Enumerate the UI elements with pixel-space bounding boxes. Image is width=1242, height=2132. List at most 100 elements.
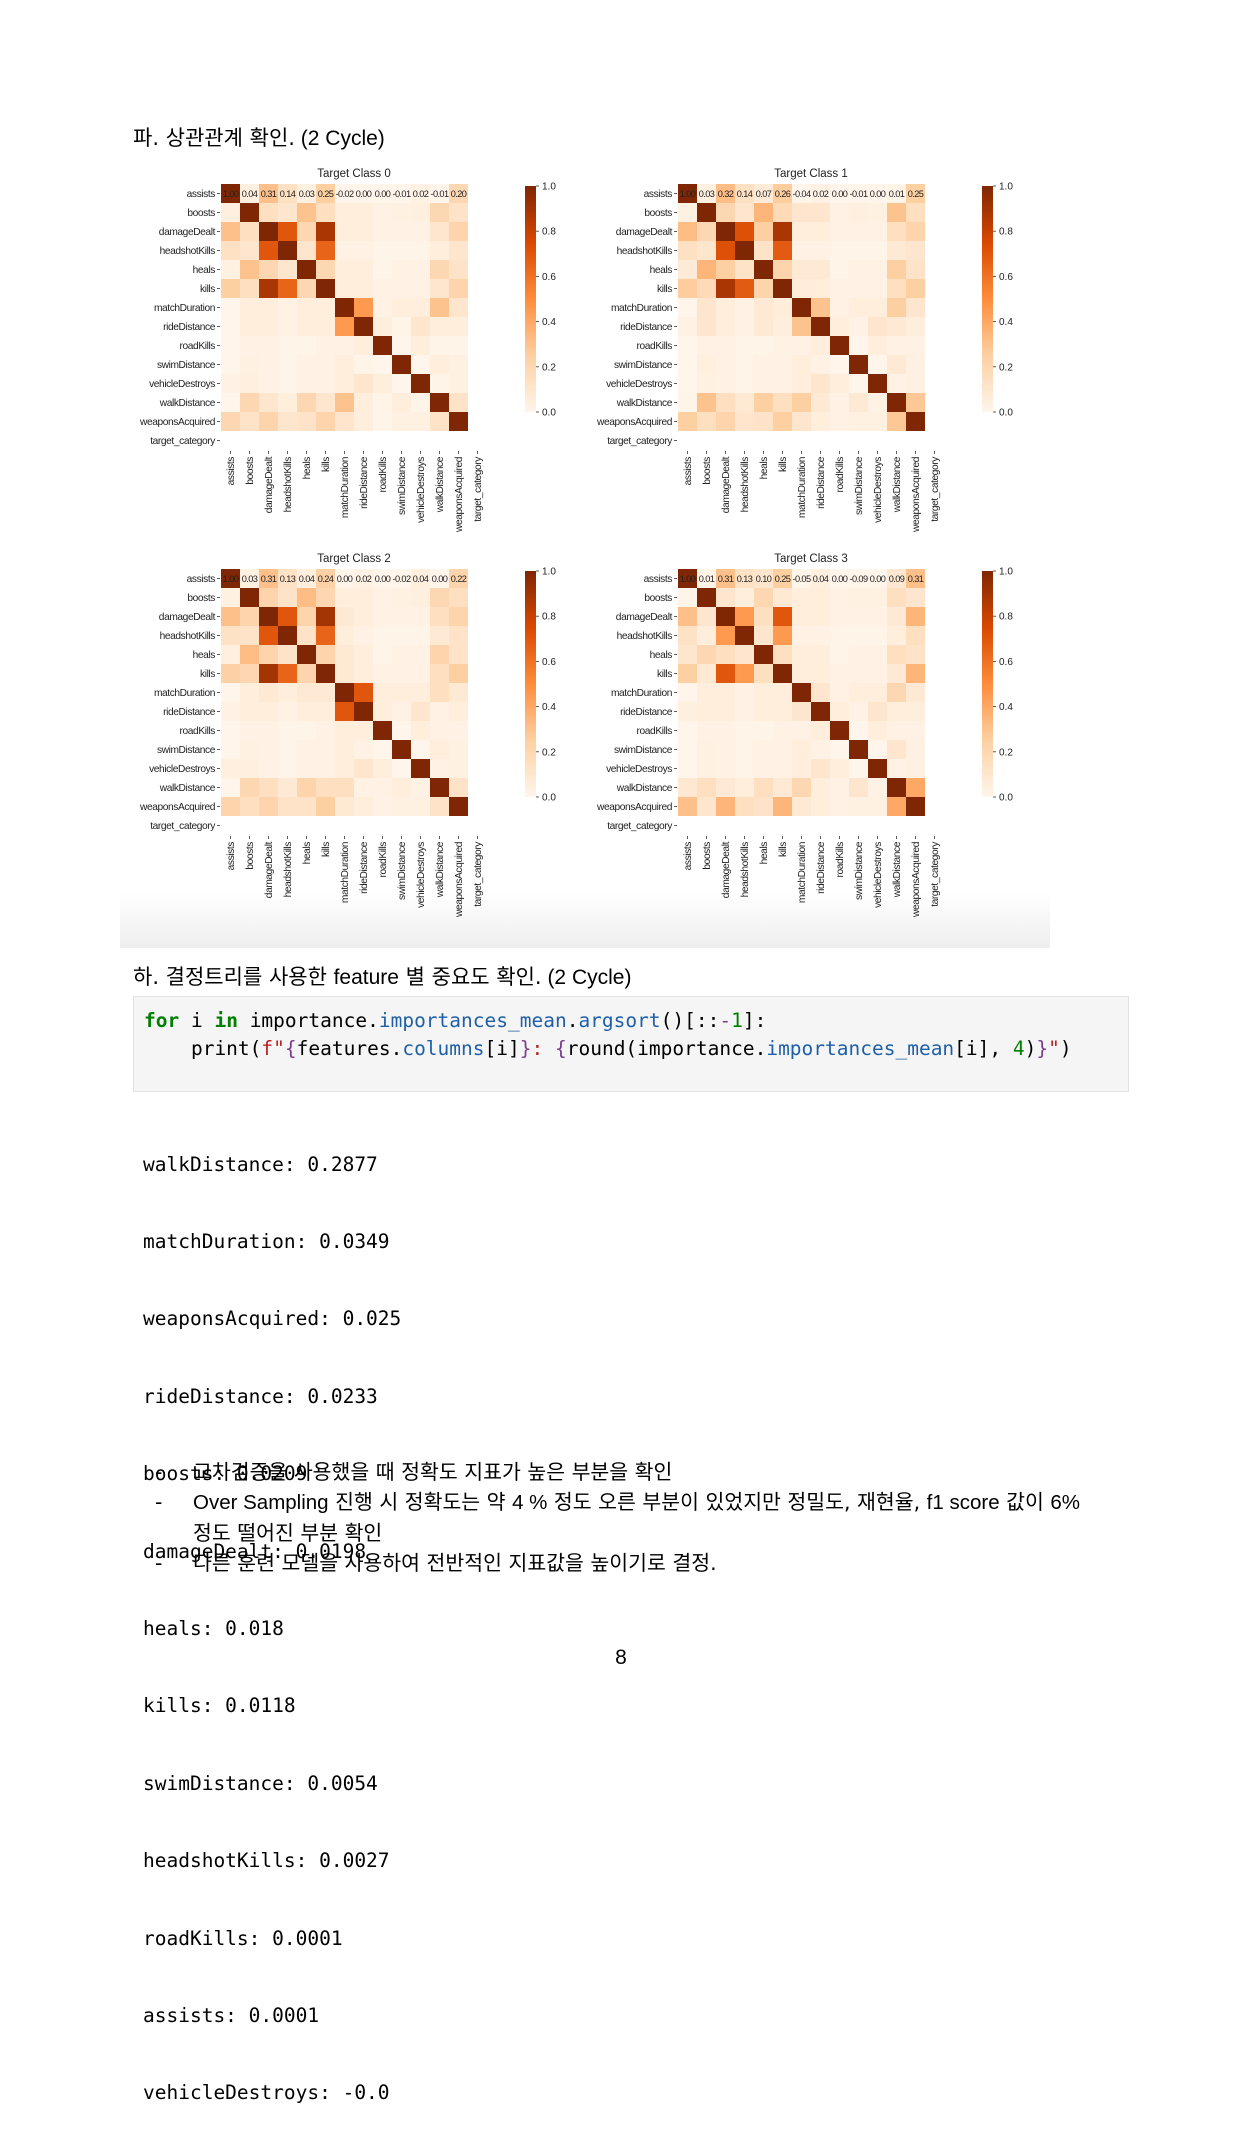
heatmap-cell — [240, 740, 259, 759]
colorbar — [982, 571, 993, 797]
heatmap-cell — [906, 260, 925, 279]
heatmap-cell — [354, 184, 373, 203]
heatmap-cell — [773, 393, 792, 412]
heatmap-cell — [678, 626, 697, 645]
heatmap-cell — [830, 241, 849, 260]
heatmap-cell — [373, 298, 392, 317]
x-tick-label: assists — [226, 842, 237, 871]
heatmap-cell — [678, 645, 697, 664]
heatmap-cell — [678, 298, 697, 317]
heatmap-cell — [221, 203, 240, 222]
heatmap-cell — [240, 355, 259, 374]
heatmap-cell — [811, 664, 830, 683]
heatmap-cell — [792, 569, 811, 588]
heatmap-cell — [697, 645, 716, 664]
heatmap-cell — [792, 260, 811, 279]
heatmap-cell — [716, 412, 735, 431]
heatmap-cell — [792, 740, 811, 759]
heatmap-cell — [773, 721, 792, 740]
heatmap-cell — [221, 222, 240, 241]
heatmap-cell — [830, 203, 849, 222]
y-tick-label: assists — [644, 189, 673, 200]
heatmap-cell — [678, 260, 697, 279]
heatmap-cell — [697, 184, 716, 203]
heatmap-cell — [259, 374, 278, 393]
heatmap-cell — [868, 683, 887, 702]
x-tick-label: rideDistance — [816, 841, 827, 894]
heatmap-cell — [830, 740, 849, 759]
heatmap-cell — [373, 569, 392, 588]
heatmap-cell — [773, 569, 792, 588]
heatmap-cell — [830, 645, 849, 664]
y-tick-label: heals — [193, 265, 216, 276]
heatmap-cell — [868, 355, 887, 374]
heatmap-cell — [335, 759, 354, 778]
heatmap-cell — [297, 203, 316, 222]
heatmap-cell — [697, 588, 716, 607]
heatmap-cell — [754, 203, 773, 222]
x-tick-label: heals — [759, 457, 770, 480]
heatmap-cell — [354, 664, 373, 683]
heatmap-cell — [868, 569, 887, 588]
cell-annotation: 0.25 — [775, 574, 791, 584]
cell-annotation: -0.05 — [793, 574, 811, 584]
heatmap-cell — [411, 393, 430, 412]
heatmap-cell — [354, 298, 373, 317]
heatmap-cell — [259, 702, 278, 721]
heatmap-cell — [335, 298, 354, 317]
x-tick-label: matchDuration — [340, 842, 351, 903]
heatmap-cell — [221, 355, 240, 374]
y-tick-label: walkDistance — [616, 398, 673, 409]
heatmap-cell — [278, 740, 297, 759]
heatmap-cell — [716, 374, 735, 393]
colorbar-tick-label: 0.0 — [999, 408, 1013, 419]
heatmap-cell — [354, 412, 373, 431]
chart-title: Target Class 0 — [317, 168, 391, 180]
heatmap-cell — [221, 260, 240, 279]
x-tick-label: damageDealt — [721, 841, 732, 898]
heatmap-cell — [678, 664, 697, 683]
heatmap-cell — [906, 607, 925, 626]
heatmap-cell — [335, 412, 354, 431]
heatmap-cell — [354, 588, 373, 607]
heatmap-cell — [297, 683, 316, 702]
heatmap-cell — [697, 778, 716, 797]
heatmap-cell — [678, 336, 697, 355]
heatmap-cell — [735, 569, 754, 588]
heatmap-cell — [259, 222, 278, 241]
heatmap-cell — [430, 184, 449, 203]
heatmap-cell — [773, 797, 792, 816]
heatmap-cell — [335, 184, 354, 203]
heatmap-cell — [221, 759, 240, 778]
heatmap-cell — [316, 740, 335, 759]
heatmap-cell — [221, 645, 240, 664]
heatmap-cell — [735, 203, 754, 222]
heatmap-cell — [868, 721, 887, 740]
heatmap-cell — [830, 588, 849, 607]
heatmap-cell — [354, 260, 373, 279]
cell-annotation: 0.00 — [870, 574, 886, 584]
output-line: vehicleDestroys: -0.0 — [143, 2081, 390, 2105]
heatmap-cell — [297, 241, 316, 260]
heatmap-cell — [411, 184, 430, 203]
heatmap-cell — [297, 759, 316, 778]
x-tick-label: boosts — [245, 842, 256, 870]
heatmap-cell — [430, 222, 449, 241]
heatmap-cell — [449, 374, 468, 393]
heatmap-cell — [887, 222, 906, 241]
heatmap-cell — [735, 759, 754, 778]
heatmap-cell — [849, 374, 868, 393]
heatmap-cell — [411, 778, 430, 797]
heatmap-cell — [316, 759, 335, 778]
heatmap-cell — [316, 336, 335, 355]
x-tick-label: walkDistance — [892, 841, 903, 898]
heatmap-cell — [316, 317, 335, 336]
cell-annotation: 0.31 — [261, 189, 277, 199]
heatmap-cell — [316, 374, 335, 393]
heatmap-cell — [773, 607, 792, 626]
heatmap-cell — [297, 298, 316, 317]
heatmap-cell — [830, 374, 849, 393]
heatmap-cell — [773, 664, 792, 683]
heatmap-cell — [754, 569, 773, 588]
heatmap-cell — [373, 374, 392, 393]
